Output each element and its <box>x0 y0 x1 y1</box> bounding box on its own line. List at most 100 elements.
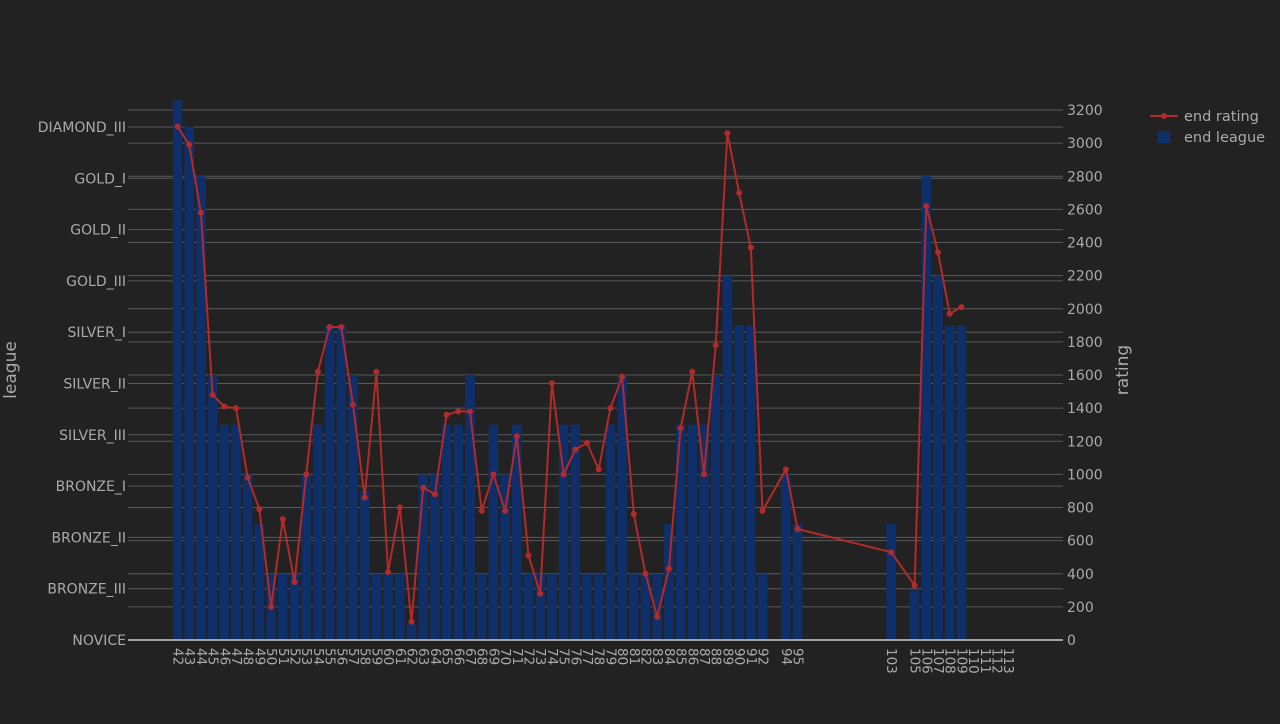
bar-x-90[interactable] <box>734 325 744 640</box>
point-x-59[interactable] <box>373 368 380 375</box>
point-x-71[interactable] <box>513 433 520 440</box>
point-x-108[interactable] <box>946 310 953 317</box>
bar-x-45[interactable] <box>207 375 218 640</box>
bar-x-92[interactable] <box>757 573 768 640</box>
bar-x-74[interactable] <box>547 573 557 640</box>
bar-x-76[interactable] <box>570 424 581 640</box>
bar-x-88[interactable] <box>710 375 721 640</box>
point-x-45[interactable] <box>209 391 216 398</box>
bar-x-59[interactable] <box>371 573 382 640</box>
point-x-53[interactable] <box>303 471 310 478</box>
bar-x-106[interactable] <box>921 176 932 640</box>
point-x-47[interactable] <box>233 405 239 412</box>
point-x-69[interactable] <box>490 471 497 478</box>
point-x-83[interactable] <box>654 613 661 620</box>
bar-x-68[interactable] <box>476 573 487 640</box>
point-x-84[interactable] <box>665 565 672 572</box>
point-x-81[interactable] <box>630 511 637 518</box>
bar-x-72[interactable] <box>523 573 534 640</box>
bar-x-95[interactable] <box>792 524 803 640</box>
point-x-89[interactable] <box>724 130 731 137</box>
point-x-82[interactable] <box>642 570 649 577</box>
bar-x-83[interactable] <box>652 573 662 640</box>
bar-x-87[interactable] <box>699 424 709 640</box>
bar-x-78[interactable] <box>593 573 604 640</box>
point-x-50[interactable] <box>268 603 275 610</box>
bar-x-69[interactable] <box>488 424 499 640</box>
point-x-73[interactable] <box>537 590 544 597</box>
bar-x-55[interactable] <box>324 325 335 640</box>
bar-x-107[interactable] <box>933 275 943 640</box>
bar-x-109[interactable] <box>956 325 967 640</box>
bar-x-94[interactable] <box>781 474 791 640</box>
point-x-66[interactable] <box>455 408 462 415</box>
point-x-43[interactable] <box>186 141 193 148</box>
point-x-94[interactable] <box>782 466 789 473</box>
bar-x-57[interactable] <box>348 375 358 640</box>
bar-x-108[interactable] <box>944 325 955 640</box>
point-x-62[interactable] <box>408 618 415 625</box>
point-x-48[interactable] <box>244 474 251 481</box>
point-x-78[interactable] <box>595 466 602 473</box>
point-x-65[interactable] <box>443 411 450 418</box>
bar-x-85[interactable] <box>675 424 686 640</box>
point-x-105[interactable] <box>911 582 918 589</box>
point-x-72[interactable] <box>525 552 532 559</box>
point-x-42[interactable] <box>174 123 181 130</box>
point-x-90[interactable] <box>736 189 743 196</box>
bar-x-53[interactable] <box>301 474 311 640</box>
point-x-56[interactable] <box>338 323 345 330</box>
legend-label[interactable]: end league <box>1184 130 1265 146</box>
point-x-74[interactable] <box>548 380 555 387</box>
point-x-103[interactable] <box>888 549 895 556</box>
bar-x-61[interactable] <box>395 573 405 640</box>
bar-x-52[interactable] <box>289 573 300 640</box>
point-x-57[interactable] <box>350 401 356 408</box>
bar-x-49[interactable] <box>254 524 265 640</box>
point-x-51[interactable] <box>279 516 286 523</box>
point-x-92[interactable] <box>759 507 766 514</box>
bar-x-84[interactable] <box>664 524 674 640</box>
bar-x-63[interactable] <box>418 474 428 640</box>
point-x-44[interactable] <box>197 209 204 216</box>
point-x-61[interactable] <box>396 504 403 511</box>
bar-x-86[interactable] <box>687 424 698 640</box>
legend-label[interactable]: end rating <box>1184 109 1259 125</box>
point-x-58[interactable] <box>361 494 368 501</box>
bar-x-51[interactable] <box>278 573 288 640</box>
point-x-79[interactable] <box>607 405 614 412</box>
point-x-52[interactable] <box>291 579 298 586</box>
bar-x-70[interactable] <box>500 474 510 640</box>
bar-x-77[interactable] <box>582 573 592 640</box>
point-x-95[interactable] <box>794 526 801 533</box>
bar-x-73[interactable] <box>535 573 545 640</box>
bar-x-66[interactable] <box>453 424 464 640</box>
point-x-55[interactable] <box>326 323 333 330</box>
bar-x-48[interactable] <box>242 474 253 640</box>
bar-x-56[interactable] <box>336 325 347 640</box>
point-x-85[interactable] <box>677 425 684 431</box>
bar-x-46[interactable] <box>219 424 230 640</box>
bar-x-43[interactable] <box>184 126 194 640</box>
bar-x-44[interactable] <box>196 176 206 640</box>
point-x-67[interactable] <box>467 408 473 415</box>
point-x-106[interactable] <box>923 203 930 210</box>
point-x-68[interactable] <box>478 507 485 514</box>
bar-x-60[interactable] <box>383 573 393 640</box>
point-x-76[interactable] <box>572 446 579 453</box>
point-x-88[interactable] <box>712 342 719 349</box>
bar-x-82[interactable] <box>640 573 651 640</box>
point-x-75[interactable] <box>560 471 567 478</box>
point-x-63[interactable] <box>420 484 427 491</box>
bar-x-58[interactable] <box>359 490 370 640</box>
bar-x-105[interactable] <box>909 590 920 640</box>
bar-x-103[interactable] <box>886 524 896 640</box>
bar-x-62[interactable] <box>406 623 417 640</box>
point-x-60[interactable] <box>385 569 392 576</box>
legend[interactable]: end rating end league <box>1150 109 1265 146</box>
point-x-77[interactable] <box>584 439 590 446</box>
point-x-54[interactable] <box>314 368 321 375</box>
bar-x-71[interactable] <box>512 424 522 640</box>
point-x-46[interactable] <box>221 403 228 410</box>
point-x-109[interactable] <box>958 304 965 311</box>
